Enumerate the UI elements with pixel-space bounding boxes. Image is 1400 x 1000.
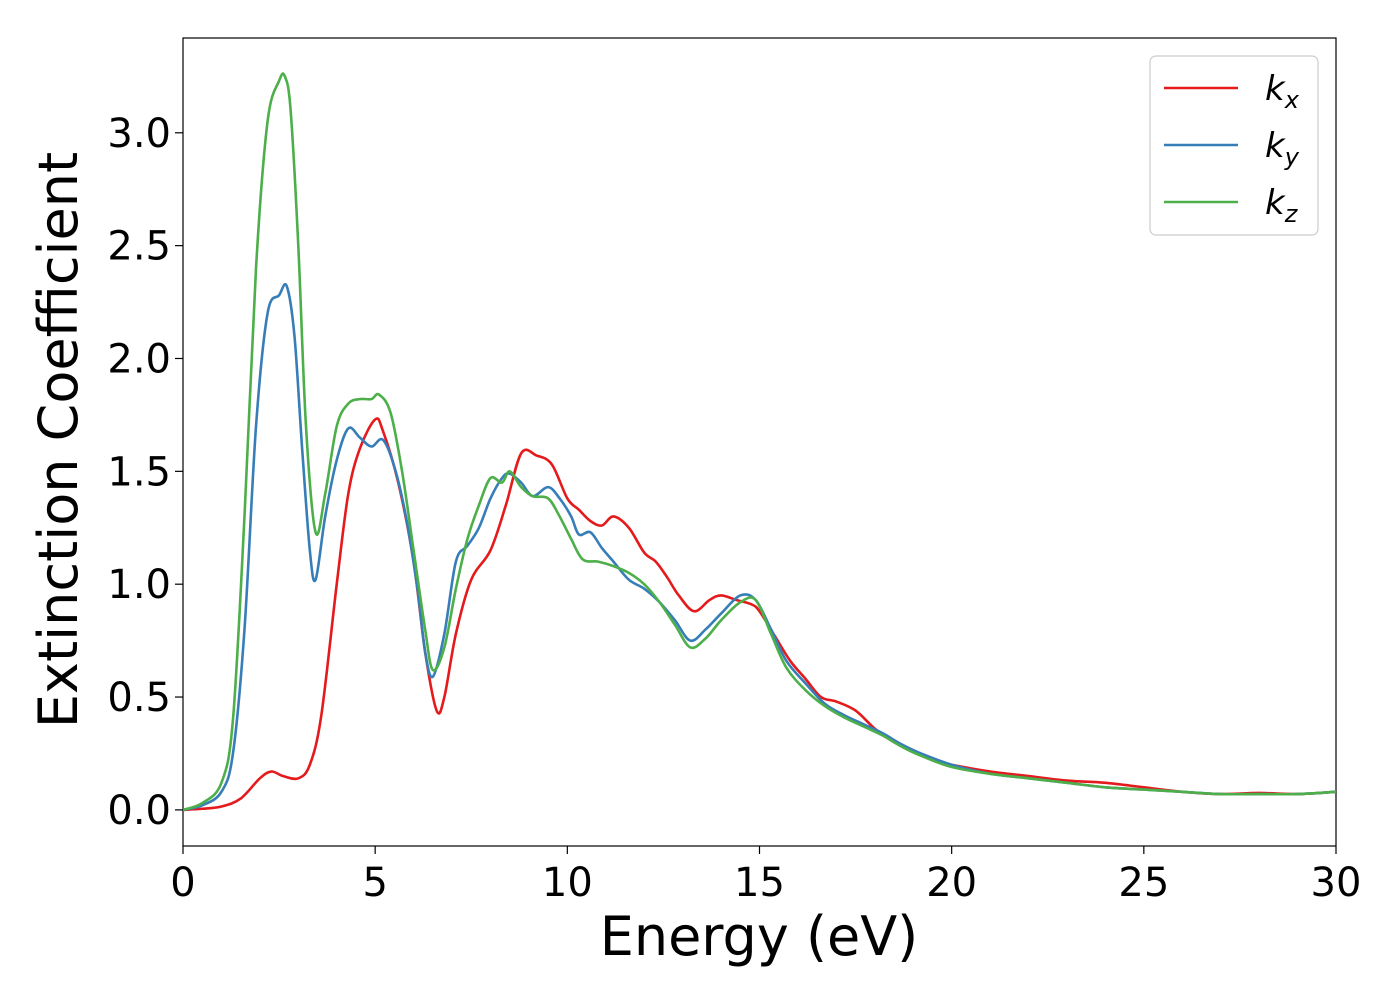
legend-label-x: kx: [1265, 69, 1300, 114]
plot-area: [182, 37, 1337, 847]
legend-label-y: ky: [1265, 126, 1300, 171]
y-tick-label: 0.5: [107, 675, 171, 721]
x-tick-label: 20: [926, 860, 977, 906]
y-tick-label: 2.5: [107, 224, 171, 270]
series-lines: [183, 72, 1336, 812]
series-line-y: [183, 282, 1336, 812]
y-axis-title: Extinction Coefficient: [27, 152, 90, 728]
y-tick-label: 3.0: [107, 111, 171, 157]
legend: kx ky kz: [1149, 55, 1319, 236]
x-tick-label: 0: [170, 860, 195, 906]
y-tick-label: 2.0: [107, 336, 171, 382]
plot-frame: [182, 37, 1337, 847]
series-line-z: [183, 72, 1336, 812]
legend-label-z: kz: [1265, 183, 1299, 228]
x-tick-label: 30: [1311, 860, 1362, 906]
x-tick-label: 5: [362, 860, 387, 906]
y-tick-label: 0.0: [107, 788, 171, 834]
axes: 0 5 10 15 20 25 30 0.0 0.5 1.0 1.5 2.0 2.5 3.0: [107, 111, 1361, 906]
x-tick-label: 10: [542, 860, 593, 906]
x-tick-label: 15: [734, 860, 785, 906]
y-tick-label: 1.5: [107, 449, 171, 495]
x-axis-title: Energy (eV): [600, 905, 919, 968]
x-tick-label: 25: [1118, 860, 1169, 906]
y-tick-label: 1.0: [107, 562, 171, 608]
